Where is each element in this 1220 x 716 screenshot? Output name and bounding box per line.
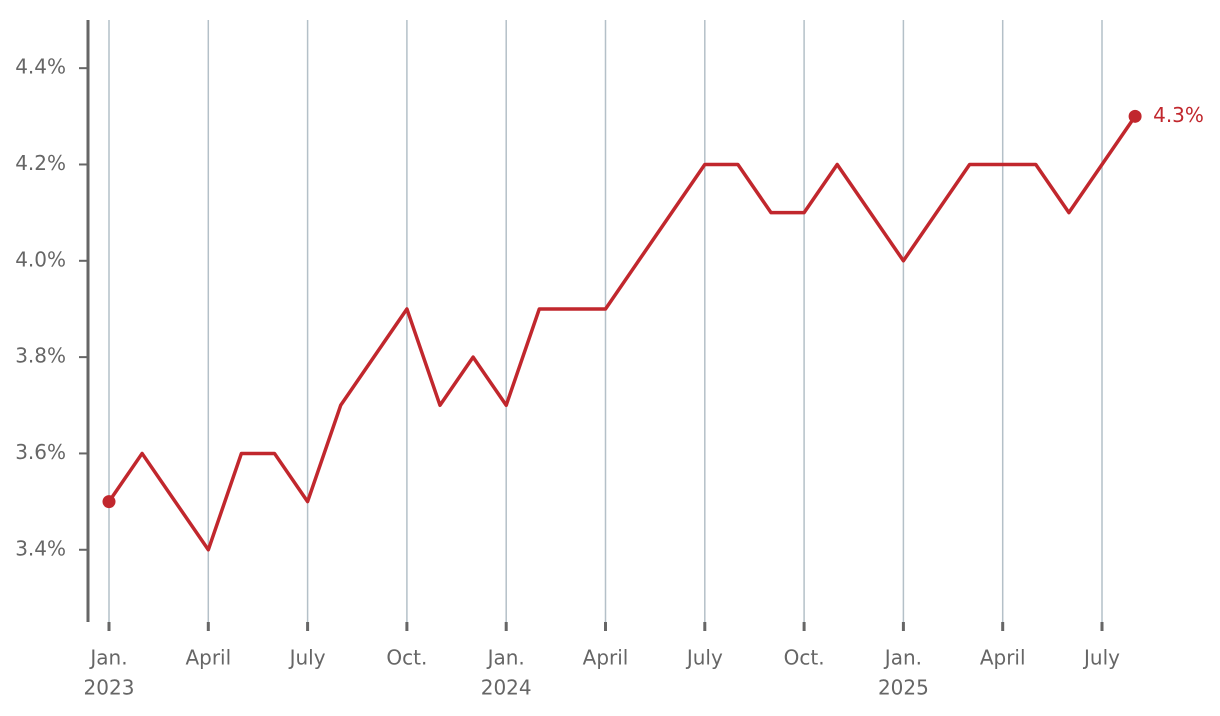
x-tick-label: Jan. bbox=[883, 646, 922, 670]
x-tick-label: July bbox=[685, 646, 723, 670]
y-tick-label: 4.4% bbox=[15, 55, 66, 79]
x-tick-label: Jan. bbox=[88, 646, 127, 670]
x-tick-label: Oct. bbox=[386, 646, 427, 670]
line bbox=[107, 115, 1137, 552]
x-tick-label: July bbox=[288, 646, 326, 670]
y-tick-label: 3.4% bbox=[15, 536, 66, 560]
x-tick-label: 2023 bbox=[84, 676, 135, 700]
x-tick-label: Oct. bbox=[784, 646, 825, 670]
y-tick-label: 4.0% bbox=[15, 247, 66, 271]
x-tick-label: April bbox=[980, 646, 1026, 670]
y-tick-label: 3.8% bbox=[15, 344, 66, 368]
y-tick-label: 4.2% bbox=[15, 151, 66, 175]
value-label: 4.3% bbox=[1153, 103, 1204, 127]
x-tick-label: July bbox=[1082, 646, 1120, 670]
x-tick-label: Jan. bbox=[486, 646, 525, 670]
end-marker bbox=[102, 495, 116, 509]
x-tick-label: April bbox=[185, 646, 231, 670]
end-marker bbox=[1128, 109, 1142, 123]
y-tick-label: 3.6% bbox=[15, 440, 66, 464]
x-tick-label: 2025 bbox=[878, 676, 929, 700]
x-tick-label: 2024 bbox=[481, 676, 532, 700]
x-tick-label: April bbox=[583, 646, 629, 670]
